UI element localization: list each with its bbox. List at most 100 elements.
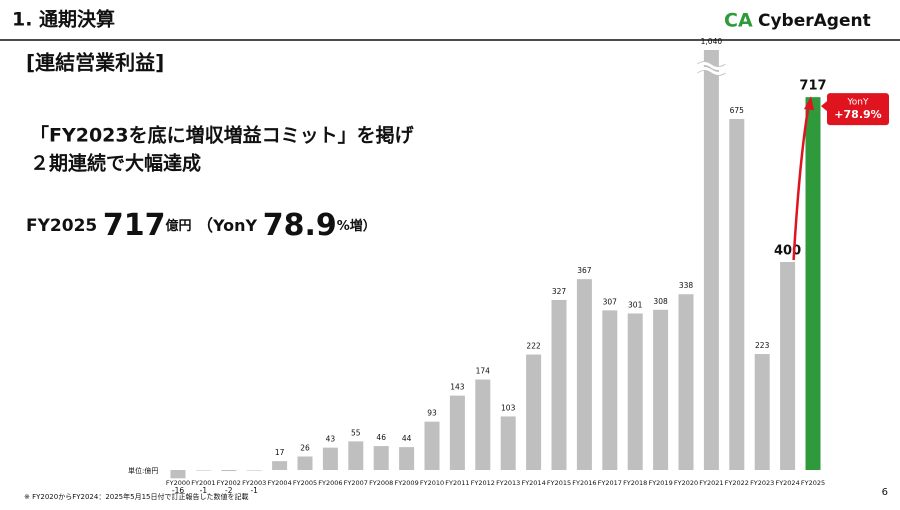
summary-rate: 78.9 xyxy=(263,208,337,243)
data-label: 675 xyxy=(730,106,745,115)
data-label: -2 xyxy=(225,486,233,495)
data-label: 174 xyxy=(476,367,491,376)
x-tick-label: FY2024 xyxy=(775,479,799,487)
data-label: 223 xyxy=(755,341,770,350)
logo-name: CyberAgent xyxy=(758,11,871,31)
data-label: 400 xyxy=(774,244,801,259)
bar xyxy=(449,395,465,470)
x-tick-label: FY2018 xyxy=(623,479,647,487)
summary-rate-unit: %増） xyxy=(337,218,376,234)
x-tick-label: FY2021 xyxy=(699,479,723,487)
data-label: 143 xyxy=(450,383,465,392)
x-tick-label: FY2020 xyxy=(674,479,698,487)
bar xyxy=(678,294,694,470)
subtitle: [連結営業利益] xyxy=(26,51,164,75)
growth-arrowhead xyxy=(804,96,814,111)
x-tick-label: FY2012 xyxy=(471,479,495,487)
bar xyxy=(348,441,364,470)
data-label: 26 xyxy=(300,443,310,452)
x-tick-label: FY2007 xyxy=(344,479,368,487)
data-label: 308 xyxy=(653,297,668,306)
bar xyxy=(399,447,415,470)
logo-mark: CA xyxy=(724,10,753,32)
x-tick-label: FY2006 xyxy=(318,479,342,487)
axis-break xyxy=(696,62,727,75)
x-tick-label: FY2002 xyxy=(217,479,241,487)
header-title: 1. 通期決算 xyxy=(12,8,115,31)
bar xyxy=(627,313,643,470)
bar xyxy=(703,50,719,470)
axis-break xyxy=(697,61,726,76)
x-tick-label: FY2015 xyxy=(547,479,571,487)
bar xyxy=(373,446,389,470)
data-label: 367 xyxy=(577,266,592,275)
x-tick-label: FY2004 xyxy=(267,479,291,487)
x-tick-label: FY2016 xyxy=(572,479,596,487)
x-tick-label: FY2003 xyxy=(242,479,266,487)
callout-box xyxy=(827,93,889,126)
bar xyxy=(780,262,796,470)
summary-unit: 億円 xyxy=(165,218,191,234)
bar xyxy=(246,470,262,471)
x-tick-label: FY2001 xyxy=(191,479,215,487)
data-label: -16 xyxy=(172,486,184,495)
data-label: 327 xyxy=(552,287,567,296)
bar xyxy=(602,310,618,470)
x-tick-label: FY2009 xyxy=(394,479,418,487)
x-tick-label: FY2005 xyxy=(293,479,317,487)
data-label: 93 xyxy=(427,409,437,418)
data-label: 307 xyxy=(603,297,618,306)
headline: 「FY2023を底に増収増益コミット」を掲げ xyxy=(30,124,415,147)
x-tick-label: FY2019 xyxy=(648,479,672,487)
bar xyxy=(653,309,669,470)
bar xyxy=(170,470,186,479)
bar xyxy=(526,354,542,470)
summary-period: FY2025 xyxy=(26,216,97,236)
data-label: 222 xyxy=(526,342,541,351)
data-label: 717 xyxy=(799,79,826,94)
data-label: 338 xyxy=(679,281,694,290)
x-tick-label: FY2025 xyxy=(801,479,825,487)
data-label: 46 xyxy=(376,433,386,442)
x-tick-label: FY2011 xyxy=(445,479,469,487)
data-label: -1 xyxy=(200,486,208,495)
bar xyxy=(551,299,567,470)
callout-label: YonY xyxy=(846,98,869,108)
headline: ２期連続で大幅達成 xyxy=(30,152,201,175)
data-label: 301 xyxy=(628,300,643,309)
logo: CA CyberAgent xyxy=(724,10,871,32)
bar xyxy=(475,379,491,470)
bar xyxy=(805,97,821,470)
x-tick-label: FY2010 xyxy=(420,479,444,487)
bar xyxy=(221,470,237,472)
page-number: 6 xyxy=(882,487,888,498)
x-tick-label: FY2014 xyxy=(521,479,545,487)
x-tick-label: FY2022 xyxy=(725,479,749,487)
summary: FY2025 717億円 （YonY 78.9%増） xyxy=(26,208,376,243)
bar xyxy=(500,416,516,470)
data-label: 17 xyxy=(275,448,285,457)
callout-value: +78.9% xyxy=(834,108,881,121)
x-tick-label: FY2023 xyxy=(750,479,774,487)
unit-note: 単位:億円 xyxy=(128,466,158,475)
x-tick-label: FY2000 xyxy=(166,479,190,487)
data-label: 103 xyxy=(501,403,516,412)
plot: FY2000-16FY2001-1FY2002-2FY2003-1FY20041… xyxy=(166,37,889,495)
bar xyxy=(729,119,745,470)
data-label: 55 xyxy=(351,428,361,437)
bar xyxy=(754,354,770,470)
x-tick-label: FY2008 xyxy=(369,479,393,487)
data-label: 43 xyxy=(326,435,336,444)
bar xyxy=(272,461,288,470)
bar xyxy=(322,447,338,470)
data-label: 1,040 xyxy=(701,37,723,46)
data-label: -1 xyxy=(250,486,258,495)
growth-arrow xyxy=(792,102,811,261)
bar xyxy=(424,421,440,470)
x-tick-label: FY2013 xyxy=(496,479,520,487)
x-tick-label: FY2017 xyxy=(598,479,622,487)
footnote: ※ FY2020からFY2024：2025年5月15日付で訂正報告した数値を記載 xyxy=(24,492,249,501)
summary-amount: 717 xyxy=(103,208,166,243)
bar xyxy=(195,470,211,471)
